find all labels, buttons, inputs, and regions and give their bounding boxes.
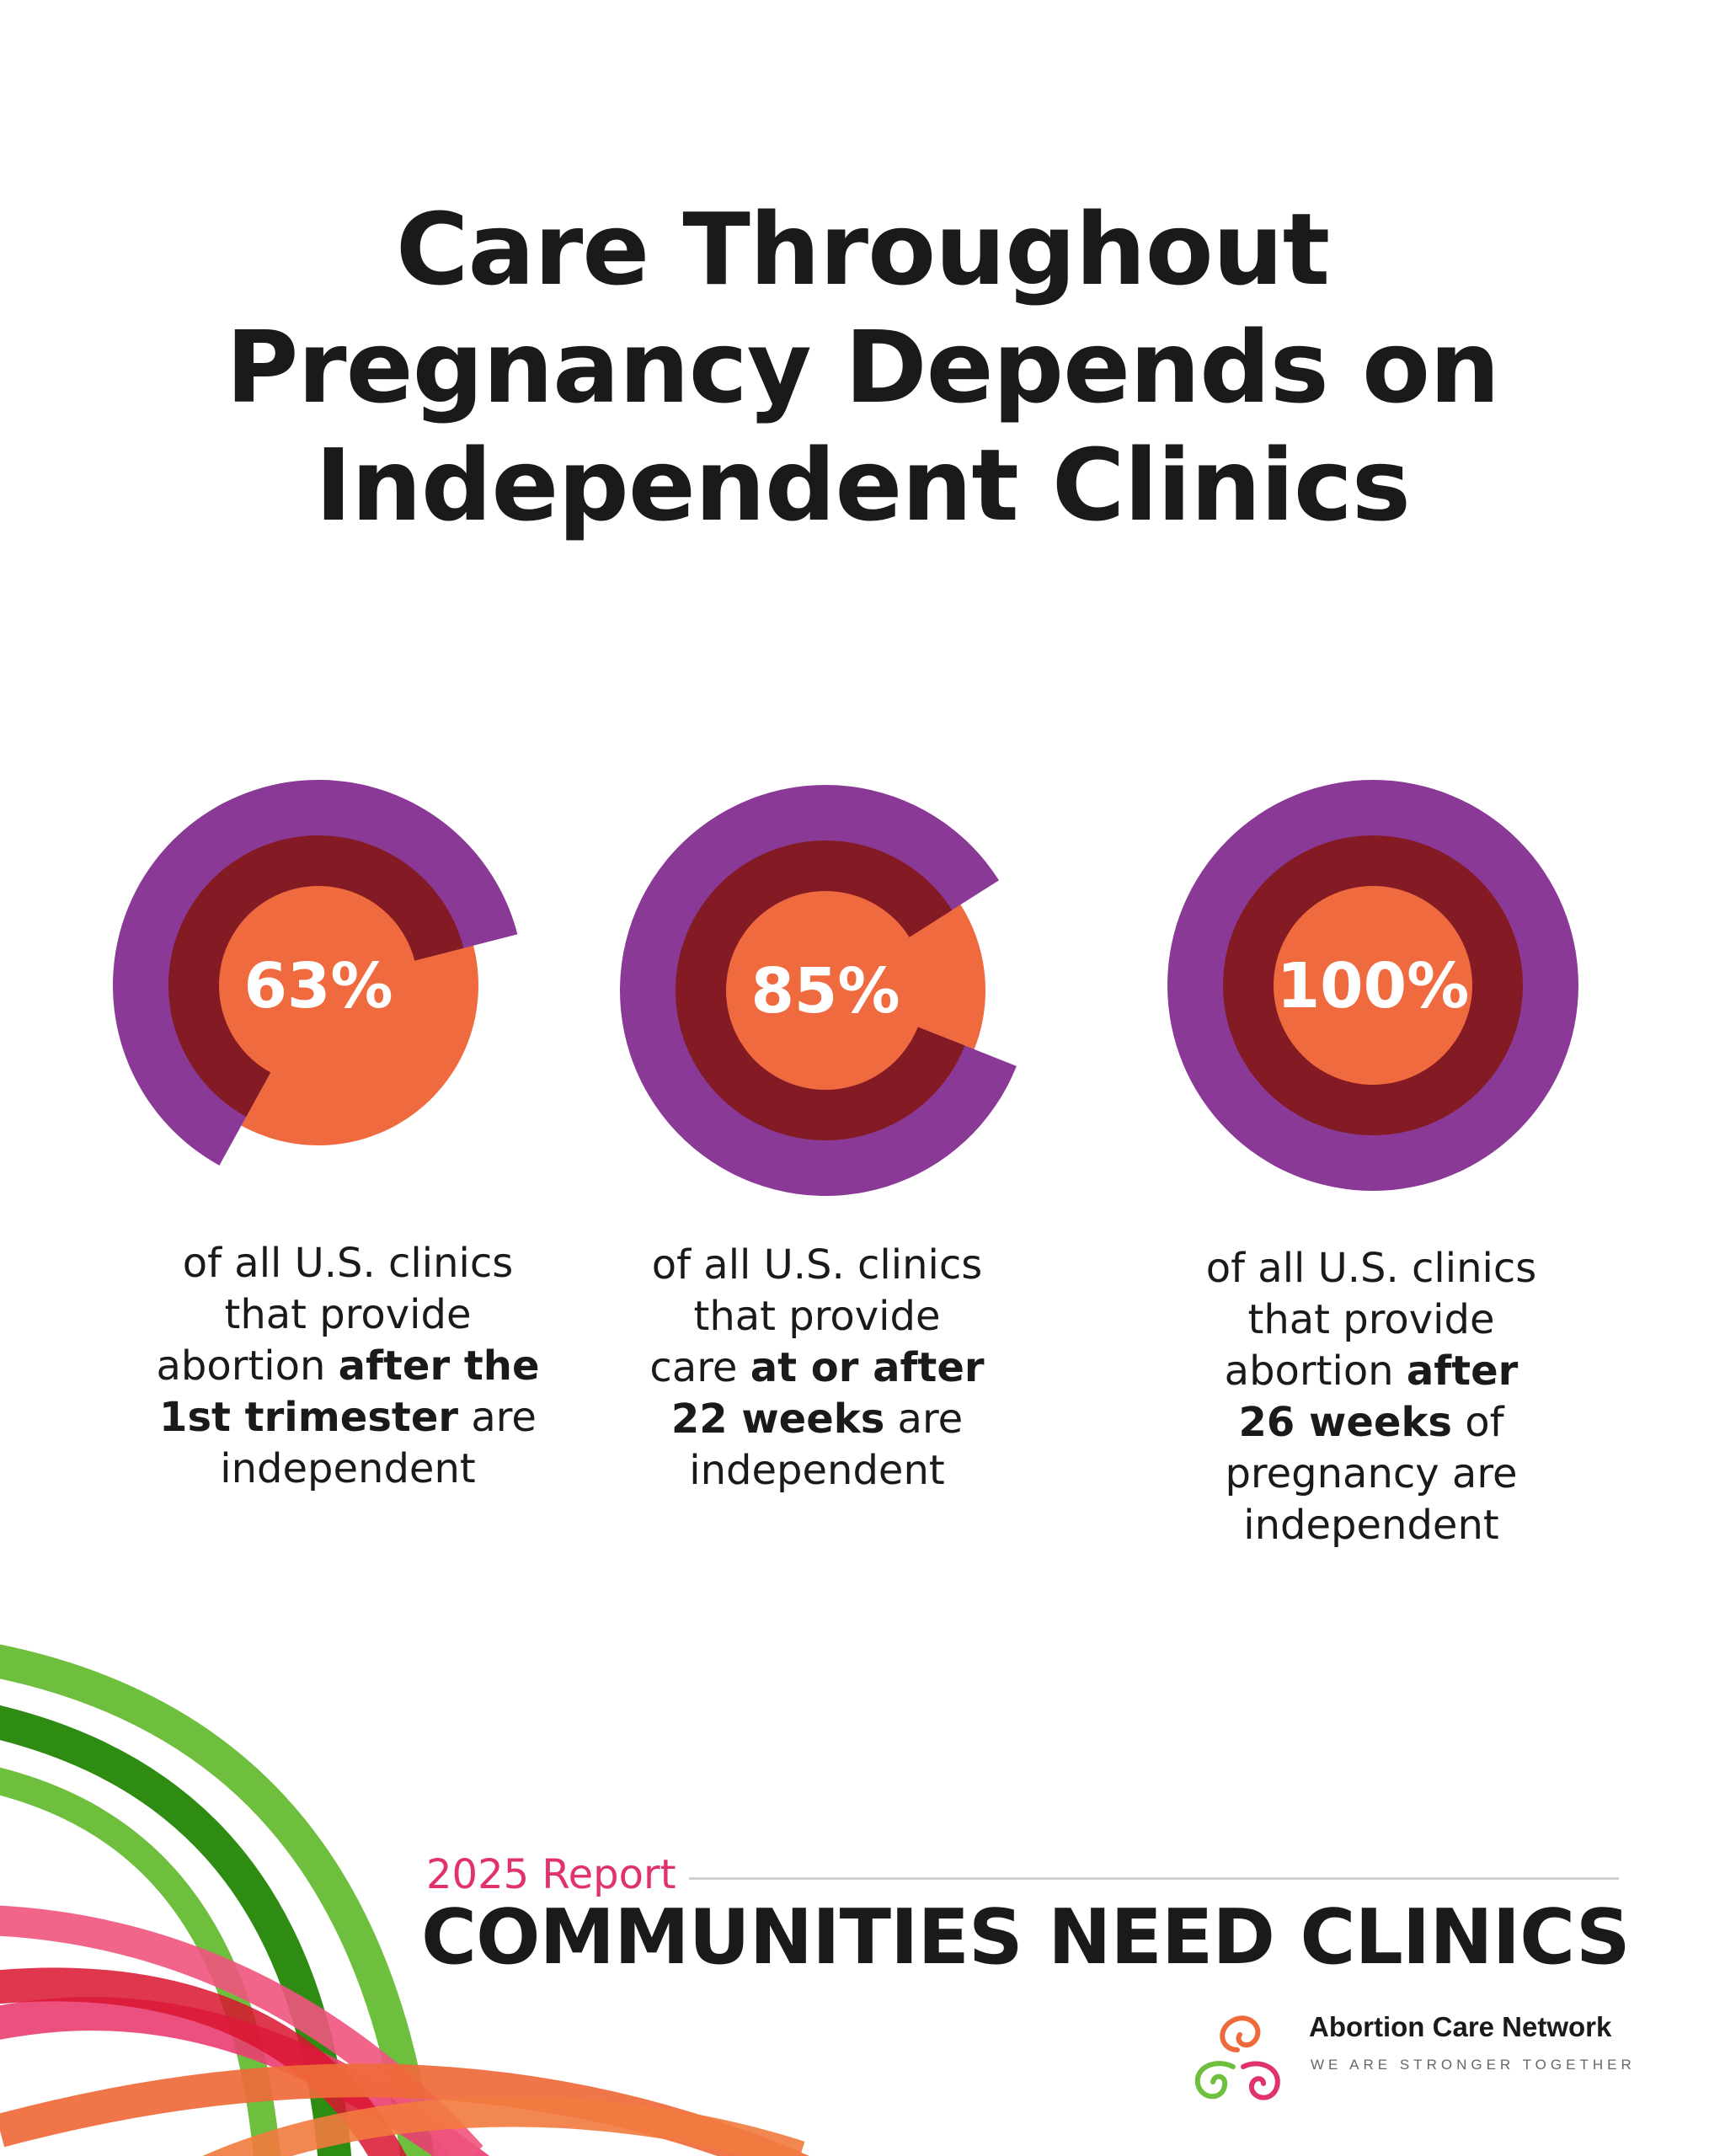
caption-1-line-1: of all U.S. clinics bbox=[182, 1240, 514, 1287]
arc-orange-2 bbox=[202, 2096, 805, 2156]
caption-2-line-2: that provide bbox=[693, 1293, 941, 1340]
caption-2-line-1: of all U.S. clinics bbox=[651, 1241, 983, 1289]
report-divider bbox=[689, 1877, 1619, 1880]
title-line-3: Independent Clinics bbox=[314, 427, 1411, 543]
caption-3-line-4: 26 weeks of bbox=[1238, 1399, 1504, 1446]
caption-1: of all U.S. clinics that provide abortio… bbox=[129, 1238, 567, 1495]
donut-charts: 63% 85% 100% bbox=[112, 780, 1578, 1196]
caption-3-line-3: abortion after bbox=[1224, 1348, 1519, 1395]
caption-3-line-5: pregnancy are bbox=[1225, 1450, 1518, 1497]
org-name: Abortion Care Network bbox=[1309, 2011, 1612, 2042]
caption-2: of all U.S. clinics that provide care at… bbox=[598, 1240, 1036, 1497]
caption-1-line-2: that provide bbox=[224, 1291, 472, 1338]
caption-3-line-2: that provide bbox=[1247, 1296, 1495, 1343]
arc-light-green bbox=[0, 1644, 435, 2156]
org-tagline: WE ARE STRONGER TOGETHER bbox=[1311, 2057, 1636, 2073]
page-title: Care Throughout Pregnancy Depends on Ind… bbox=[0, 190, 1725, 544]
caption-1-line-5: independent bbox=[220, 1445, 476, 1492]
caption-3: of all U.S. clinics that provide abortio… bbox=[1152, 1243, 1590, 1551]
caption-1-line-3: abortion after the bbox=[156, 1342, 540, 1390]
report-title: COMMUNITIES NEED CLINICS bbox=[421, 1893, 1631, 1982]
caption-3-line-1: of all U.S. clinics bbox=[1205, 1245, 1537, 1292]
title-line-2: Pregnancy Depends on bbox=[225, 309, 1500, 425]
caption-2-line-3: care at or after bbox=[649, 1344, 985, 1391]
donut-1-inner-disc bbox=[219, 886, 418, 1085]
caption-1-line-4: 1st trimester are bbox=[159, 1394, 537, 1441]
donut-1-percent-label: 63% bbox=[243, 950, 393, 1022]
donut-2-inner-disc bbox=[726, 891, 925, 1090]
swirl-logo-icon bbox=[1194, 2015, 1280, 2100]
caption-2-line-5: independent bbox=[689, 1447, 945, 1494]
report-year-label: 2025 Report bbox=[426, 1851, 676, 1898]
donut-3-percent-label: 100% bbox=[1277, 950, 1470, 1022]
donut-3-inner-disc bbox=[1274, 886, 1472, 1085]
title-line-1: Care Throughout bbox=[395, 191, 1330, 307]
caption-3-line-6: independent bbox=[1243, 1502, 1499, 1549]
donut-2-percent-label: 85% bbox=[750, 955, 900, 1027]
caption-2-line-4: 22 weeks are bbox=[670, 1396, 964, 1443]
